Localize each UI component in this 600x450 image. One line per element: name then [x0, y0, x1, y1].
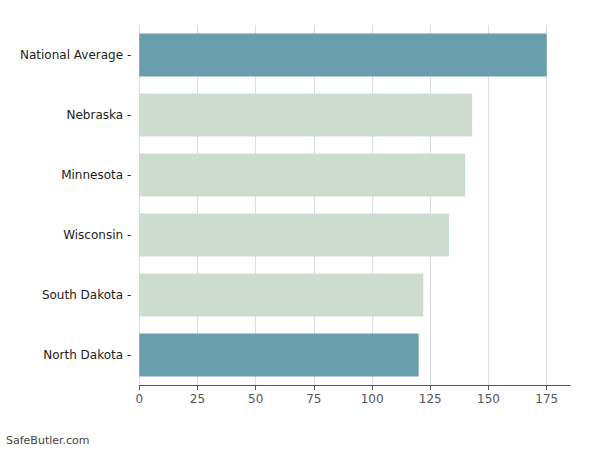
svg-text:0: 0: [135, 392, 143, 406]
svg-text:75: 75: [306, 392, 321, 406]
svg-text:Minnesota -: Minnesota -: [61, 168, 131, 182]
svg-text:175: 175: [535, 392, 558, 406]
svg-text:Wisconsin -: Wisconsin -: [63, 228, 131, 242]
svg-text:North Dakota -: North Dakota -: [43, 348, 131, 362]
svg-text:25: 25: [190, 392, 205, 406]
svg-text:South Dakota -: South Dakota -: [42, 288, 131, 302]
svg-text:Nebraska -: Nebraska -: [66, 108, 131, 122]
svg-text:National Average -: National Average -: [20, 48, 131, 62]
svg-text:50: 50: [248, 392, 263, 406]
svg-text:SafeButler.com: SafeButler.com: [6, 434, 90, 447]
svg-text:150: 150: [477, 392, 500, 406]
svg-text:125: 125: [419, 392, 442, 406]
svg-text:100: 100: [361, 392, 384, 406]
